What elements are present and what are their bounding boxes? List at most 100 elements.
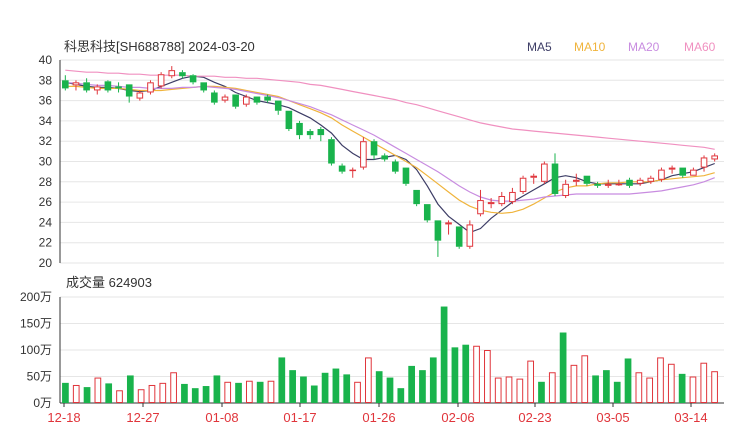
volume-bar xyxy=(148,384,156,404)
candle xyxy=(466,220,474,249)
candle xyxy=(668,165,676,174)
candle xyxy=(636,177,644,186)
volume-bar xyxy=(678,373,686,403)
volume-bar xyxy=(278,357,286,403)
candle xyxy=(242,94,250,107)
candle xyxy=(402,167,410,186)
volume-bar xyxy=(516,378,524,403)
candle xyxy=(423,204,431,223)
candle xyxy=(93,84,101,95)
line-ma5 xyxy=(65,75,715,234)
moving-average-lines xyxy=(65,69,715,234)
volume-bar xyxy=(429,357,437,403)
candle xyxy=(604,179,612,188)
candle xyxy=(572,173,580,186)
volume-bar xyxy=(603,370,610,403)
volume-bar xyxy=(635,372,643,404)
candle xyxy=(296,120,303,140)
volume-bar xyxy=(321,372,329,403)
volume-bar xyxy=(62,382,69,403)
candle xyxy=(157,72,165,89)
volume-bar xyxy=(548,372,556,404)
candle xyxy=(626,177,633,188)
candle xyxy=(232,94,239,109)
candle xyxy=(583,175,591,186)
volume-bar xyxy=(202,386,210,403)
candle xyxy=(211,90,218,105)
volume-bar xyxy=(224,381,232,403)
candle xyxy=(455,226,463,249)
price-tick-label: 36 xyxy=(39,94,53,108)
candle xyxy=(487,198,495,209)
volume-bar xyxy=(83,387,91,403)
candle xyxy=(615,179,623,186)
volume-bar xyxy=(213,375,221,403)
price-tick-label: 28 xyxy=(39,175,53,189)
x-tick-label: 12-18 xyxy=(47,410,80,425)
candle xyxy=(72,80,80,91)
volume-bar xyxy=(505,376,513,403)
volume-bar xyxy=(235,382,242,403)
candle xyxy=(62,75,69,91)
candle xyxy=(317,126,325,142)
candle xyxy=(104,80,112,93)
legend-ma10: MA10 xyxy=(574,40,606,54)
volume-bar xyxy=(570,364,578,403)
volume-bar xyxy=(126,375,134,403)
volume-tick-label: 0万 xyxy=(33,396,52,410)
volume-bar xyxy=(245,380,253,403)
legend-ma5: MA5 xyxy=(527,40,552,54)
volume-bar xyxy=(538,381,545,403)
candle xyxy=(328,137,335,166)
volume-bar xyxy=(484,350,491,403)
volume-bar xyxy=(365,357,372,404)
candle xyxy=(498,191,506,207)
candle xyxy=(274,100,282,115)
volume-bar xyxy=(105,383,113,403)
price-tick-label: 24 xyxy=(39,215,53,229)
candle xyxy=(711,153,718,162)
x-tick-label: 01-17 xyxy=(283,410,316,425)
candle xyxy=(253,96,261,105)
volume-bar xyxy=(440,306,448,403)
candle xyxy=(530,173,538,184)
price-tick-label: 34 xyxy=(39,114,53,128)
candle xyxy=(285,110,293,132)
candle xyxy=(189,74,197,85)
candle xyxy=(381,153,388,162)
price-tick-label: 30 xyxy=(39,155,53,169)
x-tick-label: 01-26 xyxy=(362,410,395,425)
candle xyxy=(509,187,516,205)
volume-bar xyxy=(94,377,102,403)
volume-bar xyxy=(375,371,383,403)
volume-bar xyxy=(332,368,340,403)
candle xyxy=(125,84,133,103)
legend-ma20: MA20 xyxy=(628,40,660,54)
volume-bar xyxy=(689,376,697,403)
volume-bar xyxy=(116,390,123,403)
candle xyxy=(200,82,208,93)
candle xyxy=(700,155,708,172)
volume-bar xyxy=(581,355,589,403)
x-tick-label: 03-05 xyxy=(596,410,629,425)
x-axis: 12-18 12-27 01-08 01-17 01-26 02-06 02-23 03-05… xyxy=(47,403,708,425)
candle xyxy=(115,82,122,93)
x-tick-label: 02-06 xyxy=(441,410,474,425)
candle xyxy=(647,175,655,184)
candle xyxy=(551,153,559,197)
candle xyxy=(690,167,697,176)
volume-bar xyxy=(527,360,535,404)
candle xyxy=(306,129,314,140)
candle xyxy=(541,161,548,184)
price-tick-label: 38 xyxy=(39,73,53,87)
candle xyxy=(349,167,357,178)
volume-bar xyxy=(72,384,80,404)
candle xyxy=(477,189,484,217)
volume-bar xyxy=(191,388,199,403)
line-ma20 xyxy=(65,81,715,202)
volume-bar xyxy=(462,344,470,403)
x-tick-label: 03-14 xyxy=(674,410,707,425)
volume-bar xyxy=(256,381,264,403)
volume-bar xyxy=(170,372,177,404)
